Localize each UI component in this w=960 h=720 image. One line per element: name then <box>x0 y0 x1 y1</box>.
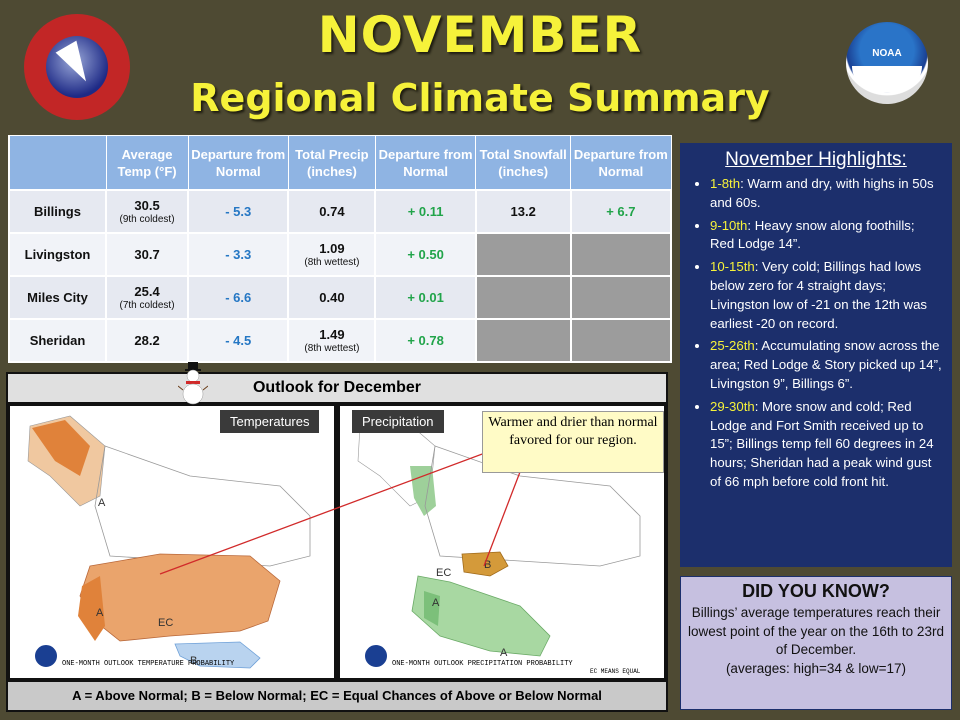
precip-cell: 0.74 <box>287 189 377 235</box>
avg-temp-value: 30.7 <box>104 232 190 278</box>
list-item: 10-15th: Very cold; Billings had lows be… <box>710 258 942 333</box>
highlights-panel: November Highlights: 1-8th: Warm and dry… <box>680 143 952 567</box>
list-item: 9-10th: Heavy snow along foothills; Red … <box>710 217 942 255</box>
table-header-precip-departure: Departure from Normal <box>374 135 477 191</box>
noaa-bird-icon <box>852 66 922 92</box>
highlight-date: 10-15th <box>710 259 755 275</box>
svg-text:A: A <box>432 597 440 609</box>
temperatures-label: Temperatures <box>220 410 320 433</box>
precip-departure: + 0.01 <box>374 275 477 321</box>
temp-departure: - 4.5 <box>187 318 290 363</box>
highlights-title: November Highlights: <box>725 149 907 170</box>
snowfall-value: 13.2 <box>474 189 572 235</box>
snowfall-empty <box>474 318 572 363</box>
precip-departure: + 0.50 <box>374 232 477 278</box>
avg-temp-cell: 25.4 (7th coldest) <box>104 275 190 321</box>
highlight-text: : Very cold; Billings had lows below zer… <box>710 259 927 331</box>
highlight-date: 1-8th <box>710 176 741 191</box>
table-row: Livingston 30.7 - 3.3 1.09 (8th wettest) … <box>8 232 673 278</box>
table-row: Billings 30.5 (9th coldest) - 5.3 0.74 + … <box>8 189 673 235</box>
precipitation-map-caption: ONE-MONTH OUTLOOK PRECIPITATION PROBABIL… <box>392 660 573 668</box>
precip-value: 1.09 <box>319 241 345 257</box>
snowfall-empty <box>474 232 572 278</box>
outlook-title: Outlook for December <box>8 374 666 402</box>
precipitation-map-ec-note: EC MEANS EQUAL <box>590 668 641 675</box>
highlight-text: : Accumulating snow across the area; Red… <box>710 338 942 391</box>
precip-departure: + 0.78 <box>374 318 477 363</box>
outlook-callout: Warmer and drier than normal favored for… <box>482 411 664 473</box>
temp-departure: - 6.6 <box>187 275 290 321</box>
svg-text:EC: EC <box>436 567 451 579</box>
city-name: Billings <box>8 189 107 235</box>
table-header-snow-departure: Departure from Normal <box>570 135 672 191</box>
snow-departure-empty <box>569 318 673 363</box>
list-item: 1-8th: Warm and dry, with highs in 50s a… <box>710 175 942 213</box>
temperature-map-caption: ONE-MONTH OUTLOOK TEMPERATURE PROBABILIT… <box>62 660 235 668</box>
temperature-outlook-map: A EC B A Temperatures ONE-MONTH OUTLOOK … <box>10 406 334 678</box>
table-header-temp-departure: Departure from Normal <box>187 135 289 191</box>
svg-text:A: A <box>98 497 106 509</box>
precip-note: (8th wettest) <box>304 343 360 355</box>
avg-temp-note: (9th coldest) <box>119 214 175 226</box>
highlight-date: 29-30th <box>710 398 755 414</box>
nws-logo <box>24 14 130 120</box>
snowfall-empty <box>474 275 572 321</box>
precip-note: (8th wettest) <box>304 257 360 269</box>
precip-value: 0.74 <box>319 204 345 220</box>
temp-departure: - 3.3 <box>187 232 290 278</box>
avg-temp-value: 25.4 <box>134 284 160 300</box>
did-you-know-text: Billings’ average temperatures reach the… <box>688 605 944 657</box>
noaa-logo: NOAA <box>846 22 928 104</box>
table-row: Sheridan 28.2 - 4.5 1.49 (8th wettest) + … <box>8 318 673 363</box>
precip-cell: 1.49 (8th wettest) <box>287 318 377 363</box>
list-item: 29-30th: More snow and cold; Red Lodge a… <box>710 398 942 492</box>
table-row: Miles City 25.4 (7th coldest) - 6.6 0.40 … <box>8 275 673 321</box>
precipitation-label: Precipitation <box>352 410 444 433</box>
snow-departure-empty <box>569 275 673 321</box>
snow-departure: + 6.7 <box>569 189 673 235</box>
precip-cell: 1.09 (8th wettest) <box>287 232 377 278</box>
svg-text:EC: EC <box>158 617 173 629</box>
noaa-logo-text: NOAA <box>872 48 902 59</box>
svg-text:B: B <box>190 655 197 667</box>
nws-logo-cloud <box>46 36 108 98</box>
city-name: Sheridan <box>8 318 107 363</box>
avg-temp-value: 30.5 <box>134 198 160 214</box>
highlight-date: 25-26th <box>710 338 755 354</box>
avg-temp-cell: 30.5 (9th coldest) <box>104 189 190 235</box>
highlight-text: : Warm and dry, with highs in 50s and 60… <box>710 176 934 210</box>
table-header-blank <box>8 135 107 191</box>
city-name: Livingston <box>8 232 107 278</box>
outlook-legend: A = Above Normal; B = Below Normal; EC =… <box>8 682 666 710</box>
list-item: 25-26th: Accumulating snow across the ar… <box>710 337 942 393</box>
avg-temp-value: 28.2 <box>104 318 190 363</box>
page-title: NOVEMBER <box>317 6 643 64</box>
city-name: Miles City <box>8 275 107 321</box>
precip-value: 1.49 <box>319 327 345 343</box>
snow-departure-empty <box>569 232 673 278</box>
highlight-text: : Heavy snow along foothills; Red Lodge … <box>710 217 915 252</box>
svg-text:A: A <box>96 607 104 619</box>
table-header-row: Average Temp (°F) Departure from Normal … <box>8 135 672 191</box>
highlights-list: 1-8th: Warm and dry, with highs in 50s a… <box>690 175 942 492</box>
snowman-icon <box>178 362 208 405</box>
did-you-know-panel: DID YOU KNOW? Billings’ average temperat… <box>680 576 952 710</box>
avg-temp-note: (7th coldest) <box>119 300 175 312</box>
did-you-know-averages: (averages: high=34 & low=17) <box>725 660 907 676</box>
svg-text:B: B <box>484 559 491 571</box>
did-you-know-title: DID YOU KNOW? <box>742 581 890 601</box>
page-subtitle: Regional Climate Summary <box>190 76 770 120</box>
highlight-text: : More snow and cold; Red Lodge and Fort… <box>710 398 934 489</box>
precip-value: 0.40 <box>287 275 377 321</box>
climate-table: Average Temp (°F) Departure from Normal … <box>8 135 673 363</box>
precip-departure: + 0.11 <box>374 189 477 235</box>
table-header-total-snowfall: Total Snowfall (inches) <box>475 135 572 191</box>
table-header-total-precip: Total Precip (inches) <box>287 135 376 191</box>
svg-text:A: A <box>500 647 508 659</box>
temp-departure: - 5.3 <box>187 189 290 235</box>
temperature-map-graphic: A EC B A <box>27 415 311 669</box>
highlight-date: 9-10th <box>710 217 748 233</box>
table-header-avg-temp: Average Temp (°F) <box>105 135 189 191</box>
